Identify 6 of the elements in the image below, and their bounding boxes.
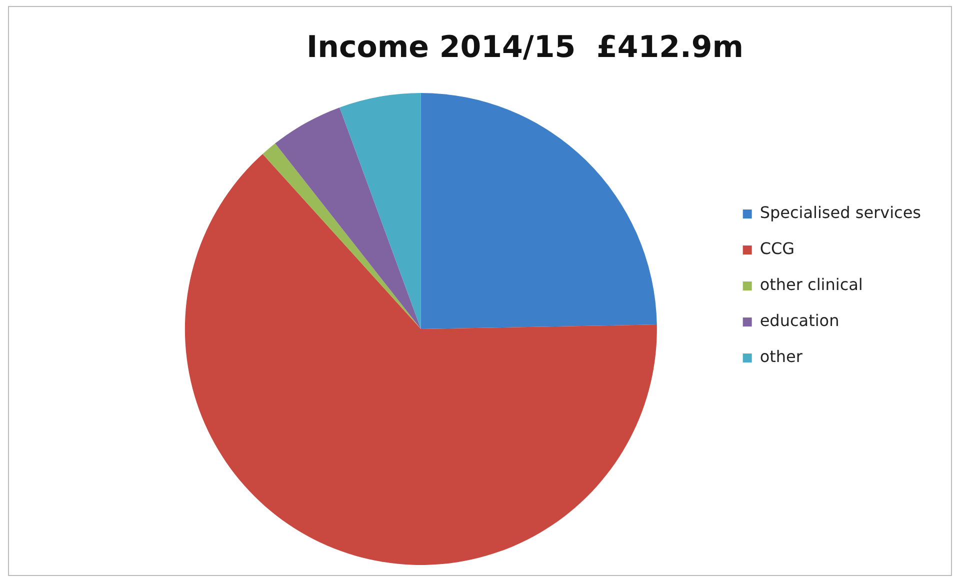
legend-label: CCG (760, 239, 795, 258)
legend-label: education (760, 311, 840, 330)
chart-title: Income 2014/15 £412.9m (306, 30, 744, 65)
legend-label: other (760, 347, 803, 366)
legend-label: Specialised services (760, 203, 922, 222)
legend-label: other clinical (760, 275, 863, 294)
